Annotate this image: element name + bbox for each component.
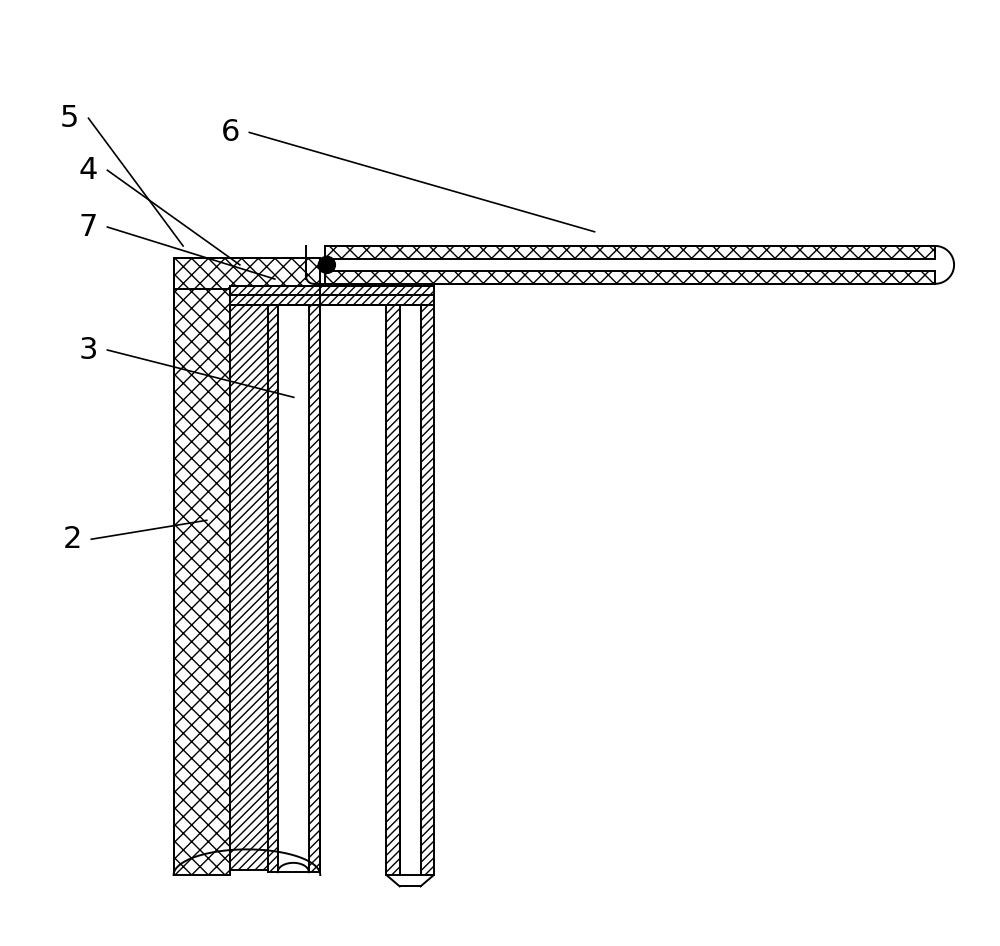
Bar	[325, 259, 935, 271]
Text: 3: 3	[79, 336, 98, 364]
Text: 6: 6	[221, 118, 240, 147]
Bar	[268, 289, 278, 872]
Text: 7: 7	[79, 213, 98, 241]
Text: 5: 5	[60, 104, 79, 132]
Bar	[421, 305, 434, 875]
Bar	[230, 295, 434, 305]
Bar	[174, 289, 230, 875]
Bar	[325, 246, 935, 259]
Bar	[325, 271, 935, 284]
Bar	[230, 286, 434, 295]
Bar	[278, 289, 309, 872]
Bar	[174, 258, 320, 289]
Text: 4: 4	[79, 156, 98, 184]
Text: 2: 2	[63, 525, 82, 553]
Bar	[309, 289, 320, 872]
Bar	[400, 305, 421, 875]
Bar	[386, 305, 400, 875]
Bar	[230, 289, 268, 870]
Circle shape	[318, 256, 335, 273]
